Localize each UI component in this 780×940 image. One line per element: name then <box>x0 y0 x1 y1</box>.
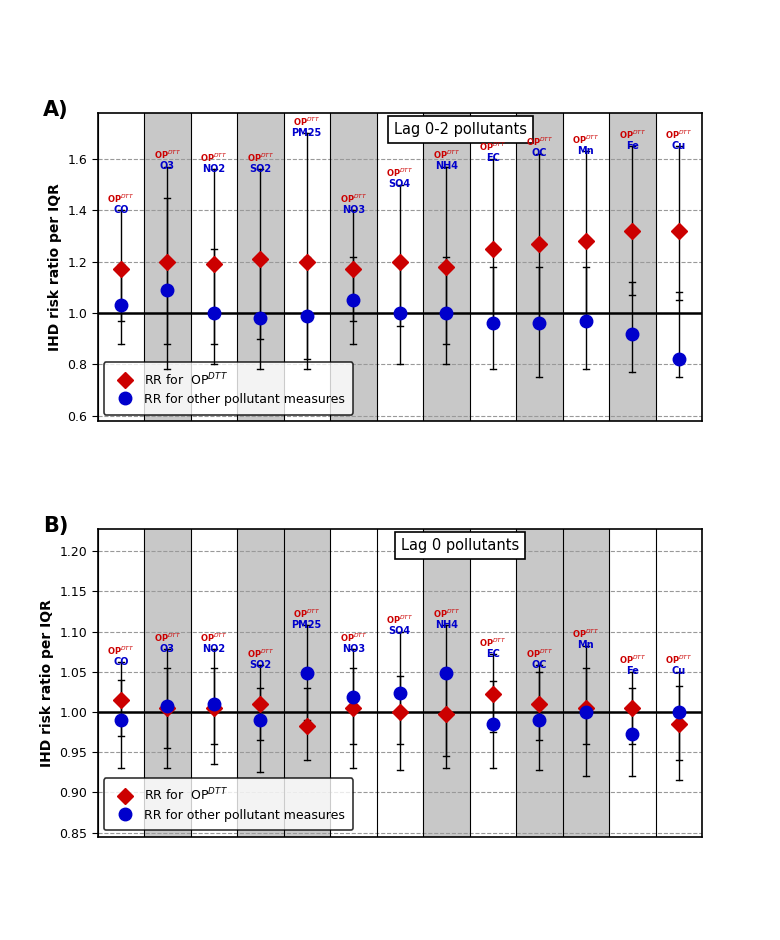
Bar <box>470 113 516 421</box>
Text: EC: EC <box>486 153 500 164</box>
Text: OP$^{DTT}$: OP$^{DTT}$ <box>526 136 553 149</box>
Bar <box>330 113 377 421</box>
Bar <box>423 113 470 421</box>
Text: OP$^{DTT}$: OP$^{DTT}$ <box>433 607 460 619</box>
Bar <box>237 113 283 421</box>
Text: Fe: Fe <box>626 666 639 676</box>
Text: OP$^{DTT}$: OP$^{DTT}$ <box>386 166 413 180</box>
Text: OP$^{DTT}$: OP$^{DTT}$ <box>479 636 506 649</box>
Text: OP$^{DTT}$: OP$^{DTT}$ <box>479 141 506 153</box>
Legend: RR for  OP$^{DTT}$, RR for other pollutant measures: RR for OP$^{DTT}$, RR for other pollutan… <box>104 778 353 830</box>
Text: EC: EC <box>486 649 500 659</box>
Text: SO2: SO2 <box>249 164 271 174</box>
Text: OC: OC <box>531 660 547 670</box>
Bar <box>98 528 144 837</box>
Text: O3: O3 <box>160 161 175 171</box>
Text: SO2: SO2 <box>249 660 271 670</box>
Text: OP$^{DTT}$: OP$^{DTT}$ <box>619 128 646 141</box>
Text: SO4: SO4 <box>388 180 411 189</box>
Text: OP$^{DTT}$: OP$^{DTT}$ <box>386 614 413 626</box>
Text: OP$^{DTT}$: OP$^{DTT}$ <box>665 654 693 666</box>
Text: OP$^{DTT}$: OP$^{DTT}$ <box>526 648 553 660</box>
Bar <box>609 113 655 421</box>
Bar <box>655 113 702 421</box>
Text: B): B) <box>43 516 69 537</box>
Text: NO2: NO2 <box>202 164 225 174</box>
Bar <box>562 113 609 421</box>
Bar <box>237 528 283 837</box>
Text: OP$^{DTT}$: OP$^{DTT}$ <box>246 648 274 660</box>
Bar <box>655 528 702 837</box>
Text: NO3: NO3 <box>342 644 365 653</box>
Text: OP$^{DTT}$: OP$^{DTT}$ <box>154 149 181 161</box>
Text: OP$^{DTT}$: OP$^{DTT}$ <box>572 133 600 146</box>
Y-axis label: IHD risk ratio per IQR: IHD risk ratio per IQR <box>48 183 62 351</box>
Text: NO3: NO3 <box>342 205 365 214</box>
Bar <box>144 113 190 421</box>
Text: OP$^{DTT}$: OP$^{DTT}$ <box>619 654 646 666</box>
Bar <box>562 528 609 837</box>
Text: OP$^{DTT}$: OP$^{DTT}$ <box>572 628 600 640</box>
Text: OP$^{DTT}$: OP$^{DTT}$ <box>107 193 134 205</box>
Text: OP$^{DTT}$: OP$^{DTT}$ <box>339 193 367 205</box>
Text: OP$^{DTT}$: OP$^{DTT}$ <box>154 632 181 644</box>
Text: OP$^{DTT}$: OP$^{DTT}$ <box>293 116 321 128</box>
Text: OP$^{DTT}$: OP$^{DTT}$ <box>665 128 693 141</box>
Text: NH4: NH4 <box>434 619 458 630</box>
Text: PM25: PM25 <box>292 128 322 138</box>
Text: CO: CO <box>113 205 129 214</box>
Bar <box>423 528 470 837</box>
Text: Cu: Cu <box>672 141 686 150</box>
Text: NO2: NO2 <box>202 644 225 653</box>
Bar <box>609 528 655 837</box>
Bar <box>377 113 423 421</box>
Text: Mn: Mn <box>577 640 594 650</box>
Bar <box>283 528 330 837</box>
Text: NH4: NH4 <box>434 161 458 171</box>
Bar <box>98 113 144 421</box>
Text: CO: CO <box>113 656 129 666</box>
Text: OP$^{DTT}$: OP$^{DTT}$ <box>200 151 228 164</box>
Bar <box>377 528 423 837</box>
Bar <box>330 528 377 837</box>
Text: A): A) <box>43 101 69 120</box>
Text: Fe: Fe <box>626 141 639 150</box>
Bar <box>516 113 562 421</box>
Bar <box>190 113 237 421</box>
Text: Cu: Cu <box>672 666 686 676</box>
Bar <box>144 528 190 837</box>
Text: SO4: SO4 <box>388 626 411 636</box>
Text: Mn: Mn <box>577 146 594 156</box>
Text: OP$^{DTT}$: OP$^{DTT}$ <box>293 607 321 619</box>
Text: PM25: PM25 <box>292 619 322 630</box>
Bar <box>190 528 237 837</box>
Text: Lag 0 pollutants: Lag 0 pollutants <box>401 538 519 553</box>
Text: OP$^{DTT}$: OP$^{DTT}$ <box>246 151 274 164</box>
Text: OC: OC <box>531 149 547 158</box>
Text: OP$^{DTT}$: OP$^{DTT}$ <box>433 149 460 161</box>
Text: OP$^{DTT}$: OP$^{DTT}$ <box>339 632 367 644</box>
Text: OP$^{DTT}$: OP$^{DTT}$ <box>107 644 134 656</box>
Legend: RR for  OP$^{DTT}$, RR for other pollutant measures: RR for OP$^{DTT}$, RR for other pollutan… <box>104 363 353 415</box>
Text: Lag 0-2 pollutants: Lag 0-2 pollutants <box>394 122 526 137</box>
Bar <box>470 528 516 837</box>
Text: O3: O3 <box>160 644 175 653</box>
Bar <box>516 528 562 837</box>
Bar <box>283 113 330 421</box>
Y-axis label: IHD risk ratio per IQR: IHD risk ratio per IQR <box>40 599 54 766</box>
Text: OP$^{DTT}$: OP$^{DTT}$ <box>200 632 228 644</box>
